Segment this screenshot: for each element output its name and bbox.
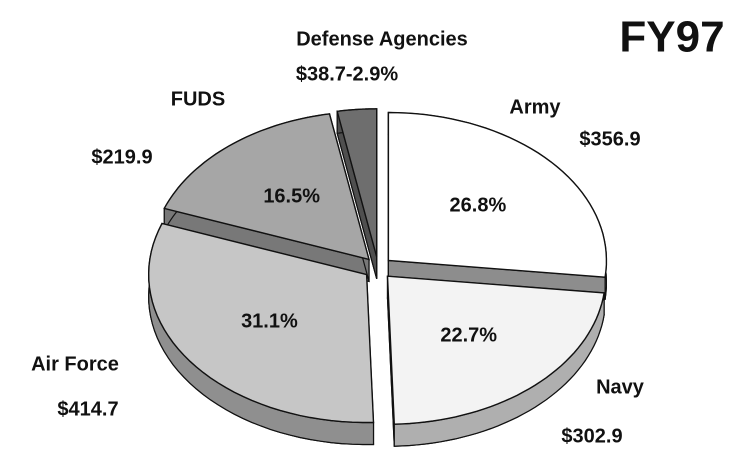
amount-label: $38.7-2.9% <box>296 63 399 85</box>
category-label: Defense Agencies <box>296 28 468 50</box>
value-label: 16.5% <box>263 185 320 207</box>
category-label: Air Force <box>31 353 119 375</box>
slice <box>163 113 370 261</box>
value-label: 31.1% <box>241 310 298 332</box>
chart-title: FY97 <box>619 13 724 62</box>
amount-label: $219.9 <box>91 146 152 168</box>
amount-label: $356.9 <box>579 128 640 150</box>
slice <box>386 275 605 425</box>
category-label: Navy <box>596 376 645 398</box>
slice <box>147 222 375 424</box>
slice <box>387 111 608 278</box>
amount-label: $414.7 <box>57 398 118 420</box>
slice <box>336 108 378 257</box>
category-label: Army <box>509 96 561 118</box>
amount-label: $302.9 <box>561 425 622 447</box>
category-label: FUDS <box>171 88 225 110</box>
value-label: 22.7% <box>440 324 497 346</box>
value-label: 26.8% <box>450 195 507 217</box>
